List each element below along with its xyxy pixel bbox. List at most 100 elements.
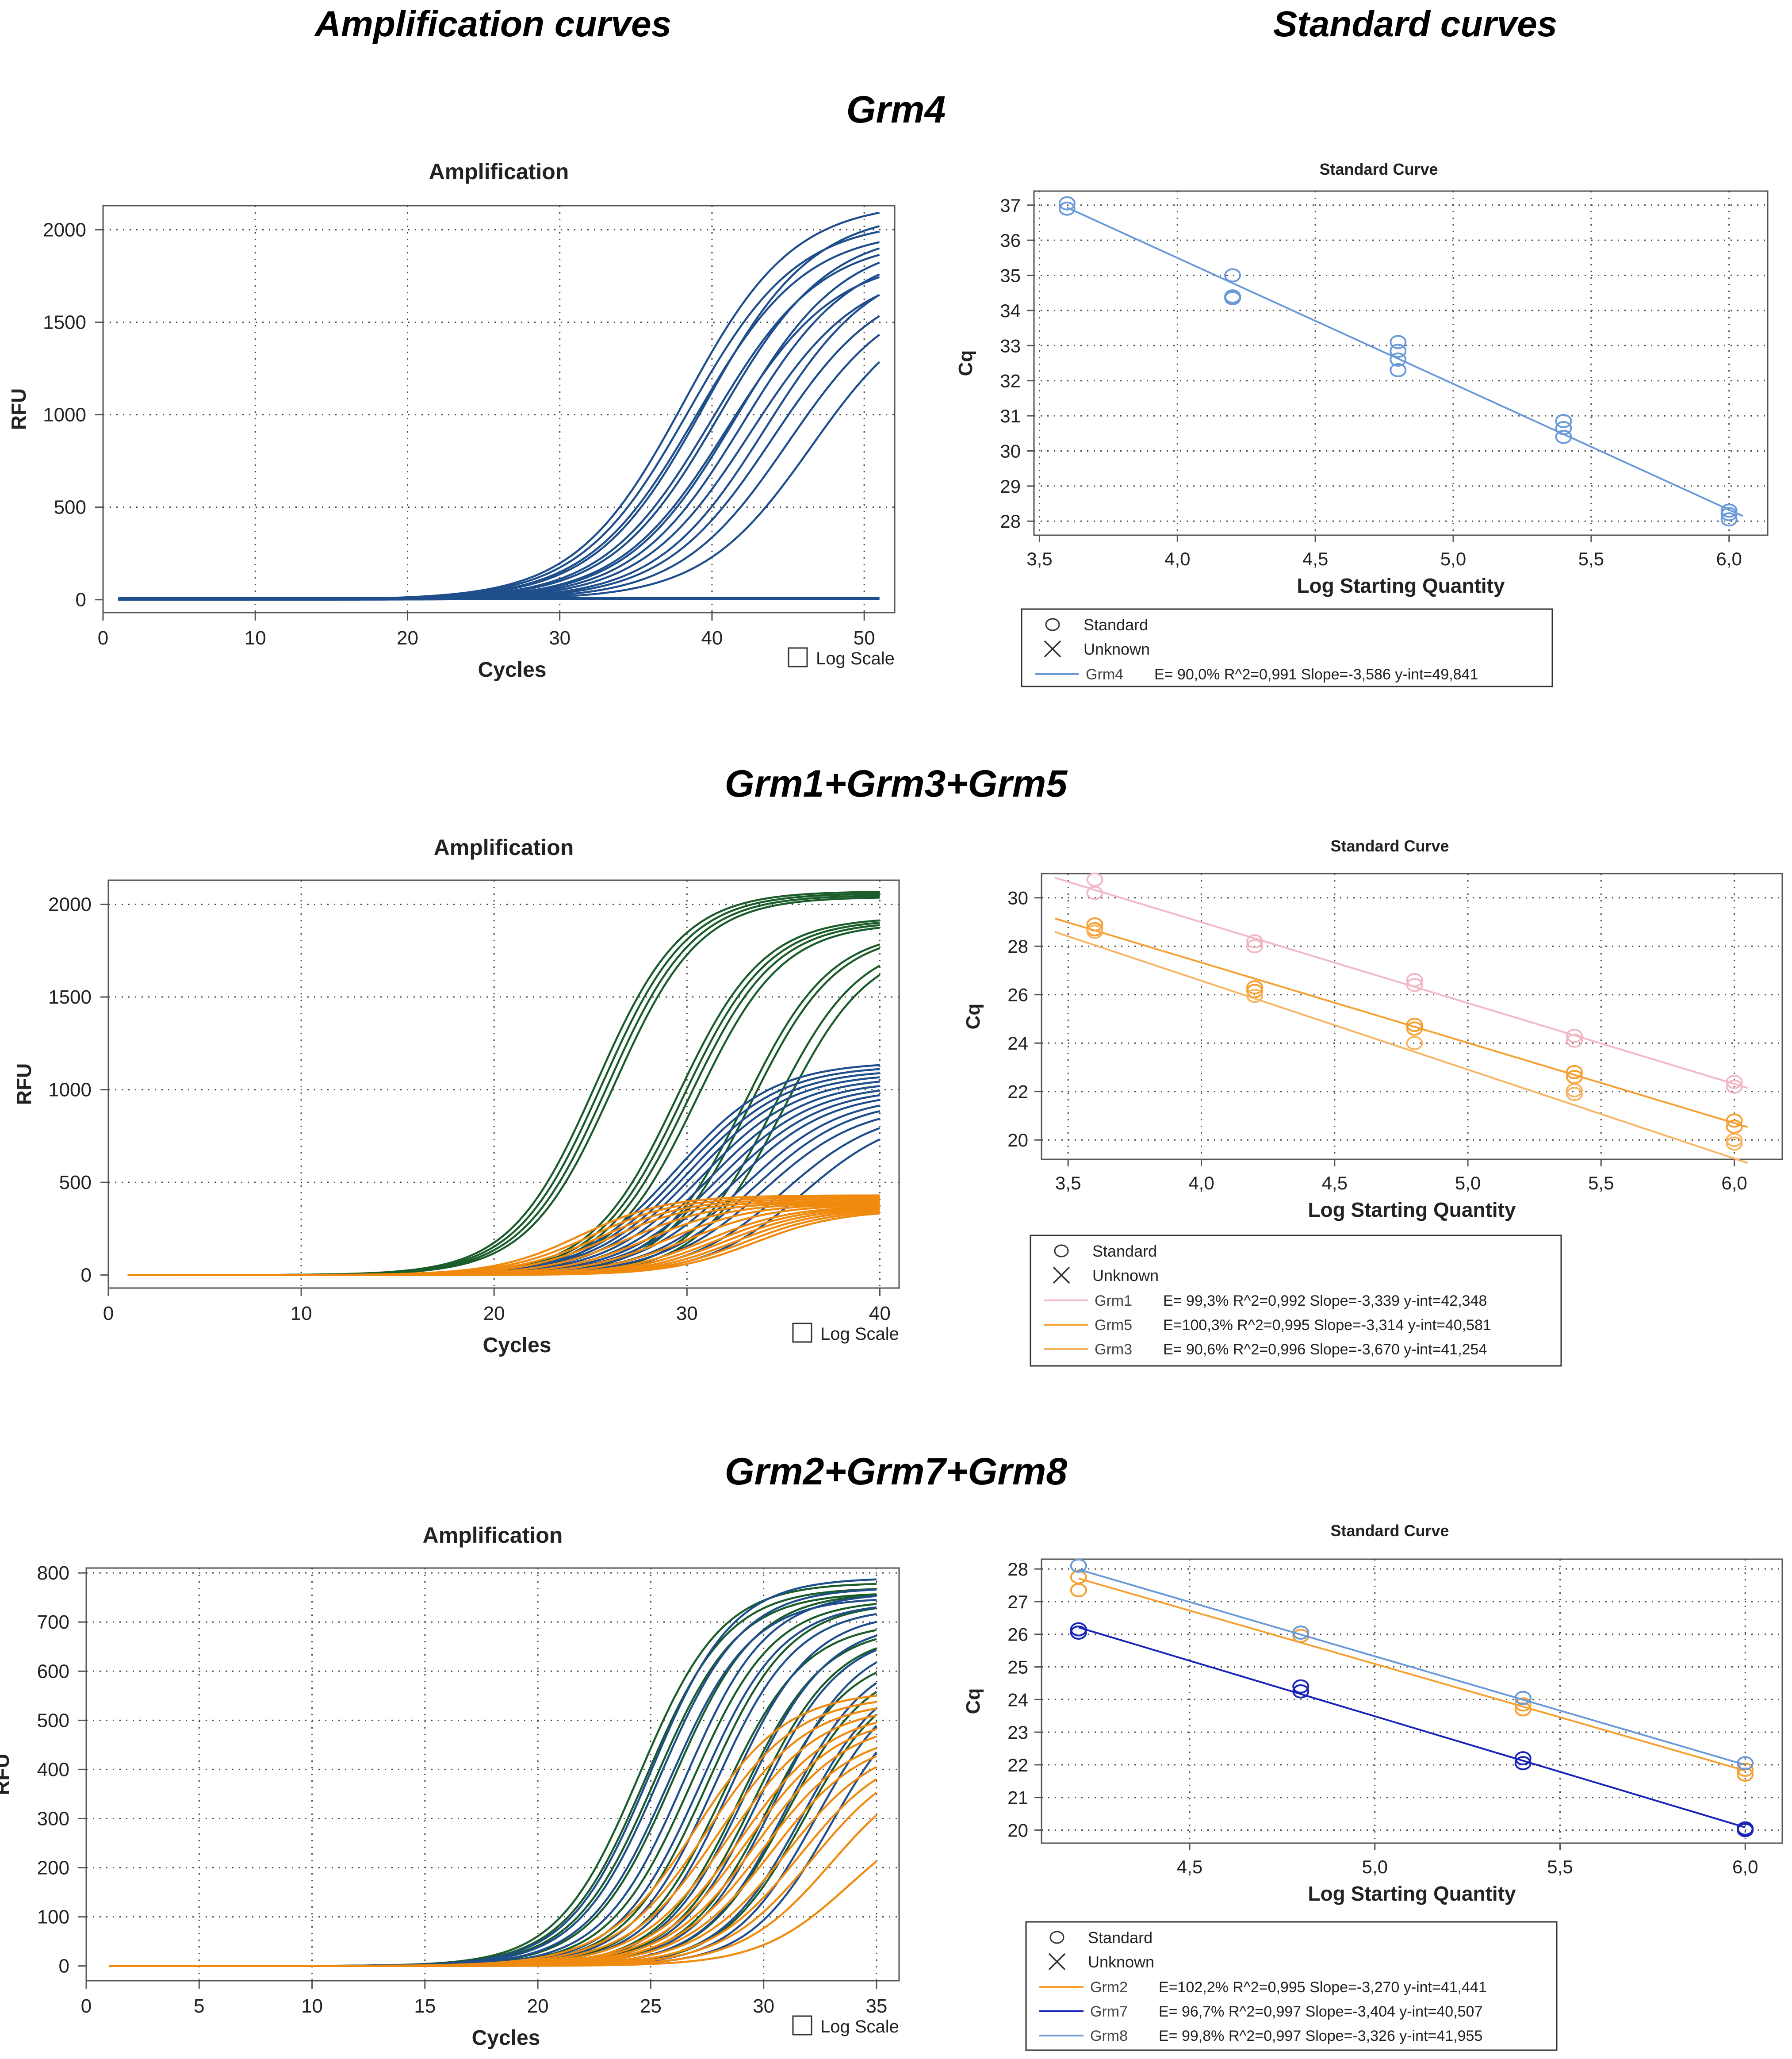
standard-point-grm5: [1566, 1065, 1583, 1079]
y-tick-label: 22: [1007, 1081, 1028, 1102]
standard-point-grm7: [1070, 1622, 1087, 1637]
y-axis-label: Cq: [962, 1004, 984, 1030]
x-tick-label: 30: [549, 627, 571, 649]
x-tick-label: 15: [414, 1995, 436, 2017]
x-axis-label: Log Starting Quantity: [1308, 1882, 1516, 1905]
y-tick-label: 20: [1007, 1820, 1028, 1840]
y-axis-label: Cq: [955, 350, 976, 376]
standard-point-grm5: [1246, 980, 1264, 995]
standard-point-grm1: [1246, 934, 1264, 949]
x-tick-label: 6,0: [1732, 1856, 1758, 1877]
y-tick-label: 37: [1000, 195, 1021, 216]
x-tick-label: 30: [676, 1303, 698, 1324]
plot-area: [102, 205, 896, 613]
legend-unknown-label: Unknown: [1092, 1266, 1159, 1284]
log-scale-label: Log Scale: [820, 1324, 899, 1344]
y-tick-label: 36: [1000, 230, 1021, 251]
chart-title: Amplification: [429, 159, 569, 184]
x-tick-label: 10: [291, 1303, 312, 1324]
log-scale-checkbox: [788, 647, 808, 667]
legend-standard-label: Standard: [1084, 616, 1148, 634]
chart-title: Standard Curve: [1319, 160, 1438, 178]
x-tick-label: 5,0: [1455, 1173, 1481, 1193]
standard-point-grm5: [1406, 1018, 1423, 1032]
y-tick-label: 500: [54, 497, 86, 518]
standard-point-grm5: [1566, 1070, 1583, 1084]
gene-title-grm2-grm7-grm8: Grm2+Grm7+Grm8: [724, 1450, 1068, 1493]
standard-point-grm4: [1058, 201, 1076, 216]
x-tick-label: 4,5: [1177, 1856, 1202, 1877]
x-tick-label: 5,5: [1588, 1173, 1614, 1193]
plot-area: [1041, 1558, 1783, 1844]
y-tick-label: 35: [1000, 265, 1021, 286]
legend-unknown-marker: [1044, 640, 1061, 658]
standard-point-grm5: [1406, 1021, 1423, 1036]
standard-point-grm7: [1514, 1756, 1532, 1771]
y-tick-label: 22: [1007, 1755, 1028, 1775]
standard-point-grm8: [1292, 1626, 1310, 1640]
standard-point-grm4: [1390, 353, 1407, 367]
y-tick-label: 32: [1000, 371, 1021, 391]
standard-point-grm2: [1737, 1762, 1754, 1777]
y-tick-label: 26: [1007, 985, 1028, 1005]
y-tick-label: 500: [59, 1172, 92, 1193]
regression-line-grm1: [1054, 877, 1748, 1089]
standard-point-grm2: [1737, 1768, 1754, 1782]
y-tick-label: 1500: [48, 986, 92, 1008]
standard-column-header: Standard curves: [1273, 4, 1558, 44]
y-tick-label: 26: [1007, 1624, 1028, 1645]
y-tick-label: 33: [1000, 335, 1021, 356]
y-axis-label: RFU: [0, 1753, 13, 1795]
standard-point-grm7: [1514, 1751, 1532, 1766]
y-tick-label: 700: [37, 1611, 69, 1633]
regression-line-grm2: [1078, 1577, 1746, 1772]
x-tick-label: 0: [98, 627, 108, 649]
y-tick-label: 30: [1000, 441, 1021, 461]
standard-point-grm4: [1390, 335, 1407, 349]
standard-point-grm4: [1555, 421, 1572, 435]
legend-series-name: Grm4: [1086, 666, 1123, 683]
chart-title: Standard Curve: [1330, 1522, 1449, 1540]
gene-title-grm1-grm3-grm5: Grm1+Grm3+Grm5: [724, 763, 1068, 805]
legend-series-name: Grm1: [1095, 1292, 1132, 1309]
standard-point-grm4: [1224, 291, 1241, 306]
x-tick-label: 20: [483, 1303, 505, 1324]
legend-standard-marker: [1054, 1244, 1069, 1258]
x-tick-label: 4,0: [1188, 1173, 1214, 1193]
x-tick-label: 30: [753, 1995, 774, 2017]
standard-point-grm1: [1726, 1074, 1743, 1089]
y-tick-label: 0: [76, 589, 86, 611]
standard-point-grm4: [1555, 429, 1572, 444]
legend-box: [1021, 608, 1553, 687]
y-tick-label: 31: [1000, 406, 1021, 426]
y-tick-label: 600: [37, 1660, 69, 1682]
standard-point-grm3: [1726, 1136, 1743, 1151]
x-tick-label: 5,5: [1578, 548, 1604, 569]
x-tick-label: 35: [865, 1995, 887, 2017]
standard-point-grm4: [1720, 512, 1738, 527]
standard-point-grm4: [1390, 363, 1407, 377]
y-tick-label: 21: [1007, 1787, 1028, 1808]
x-tick-label: 5,5: [1547, 1856, 1573, 1877]
legend-series-stats: E=102,2% R^2=0,995 Slope=-3,270 y-int=41…: [1159, 1979, 1487, 1996]
x-tick-label: 25: [640, 1995, 662, 2017]
x-axis-label: Cycles: [483, 1334, 551, 1357]
y-tick-label: 400: [37, 1759, 69, 1780]
log-scale-label: Log Scale: [816, 649, 895, 668]
x-tick-label: 20: [397, 627, 418, 649]
x-tick-label: 10: [245, 627, 266, 649]
y-tick-label: 23: [1007, 1722, 1028, 1743]
x-tick-label: 4,5: [1302, 548, 1328, 569]
chart-title: Amplification: [423, 1523, 563, 1548]
standard-point-grm1: [1086, 872, 1103, 887]
y-tick-label: 500: [37, 1710, 69, 1731]
standard-point-grm5: [1726, 1113, 1743, 1128]
standard-point-grm3: [1566, 1087, 1583, 1101]
chart-title: Amplification: [434, 835, 574, 860]
y-tick-label: 2000: [48, 893, 92, 915]
standard-point-grm8: [1514, 1691, 1532, 1705]
x-tick-label: 20: [527, 1995, 549, 2017]
standard-point-grm7: [1737, 1823, 1754, 1837]
